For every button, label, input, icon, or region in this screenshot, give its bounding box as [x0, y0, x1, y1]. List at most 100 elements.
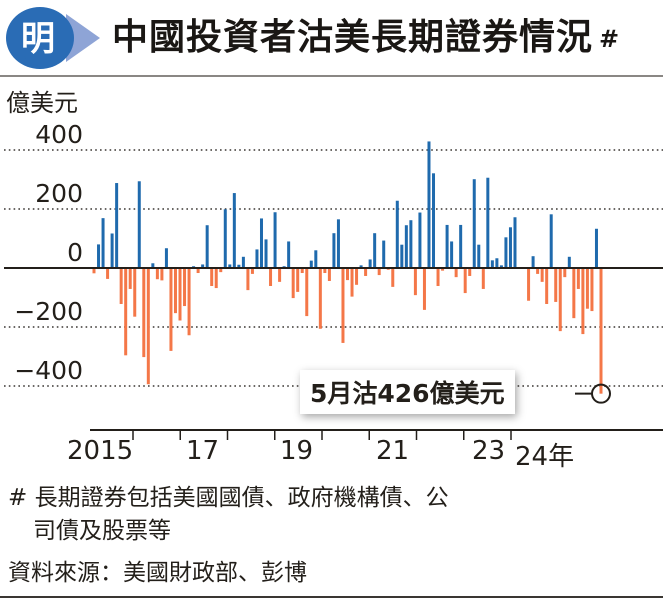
bar	[164, 248, 168, 268]
bar	[504, 237, 508, 268]
bar	[540, 268, 544, 282]
title-footnote-mark: #	[599, 25, 621, 53]
bar	[459, 224, 463, 268]
footnote-line-2: 司債及股票等	[33, 518, 171, 544]
bar	[250, 268, 254, 274]
bar	[269, 268, 273, 286]
bar	[545, 268, 549, 304]
bar	[300, 268, 304, 274]
bar	[450, 241, 454, 268]
bar	[146, 268, 150, 385]
bar	[246, 268, 250, 291]
bar	[264, 239, 268, 268]
bar	[368, 259, 372, 268]
bar	[536, 268, 540, 274]
bar	[576, 268, 580, 289]
bar	[210, 268, 214, 286]
logo-text: 明	[21, 19, 55, 59]
bar	[572, 268, 576, 319]
bar	[110, 233, 114, 268]
bar	[278, 268, 282, 282]
bar	[359, 265, 363, 268]
bar	[486, 177, 490, 268]
bar	[422, 268, 426, 310]
bar	[155, 268, 159, 280]
bar	[259, 218, 263, 268]
bar	[115, 183, 119, 268]
bar	[92, 268, 96, 274]
bar	[201, 264, 205, 268]
bar	[350, 268, 354, 297]
y-tick-label: 200	[35, 179, 83, 208]
title-text: 中國投資者沽美長期證券情況	[112, 17, 594, 58]
bar	[563, 268, 567, 278]
bar	[477, 244, 481, 268]
bar	[585, 268, 589, 309]
bar	[223, 209, 227, 268]
bar	[101, 218, 105, 268]
bar	[341, 268, 345, 343]
y-tick-label: 400	[35, 120, 83, 149]
source-note: 資料來源：美國財政部、彭博	[8, 560, 307, 586]
bar	[436, 268, 440, 286]
y-tick-label: 0	[67, 238, 83, 267]
bar	[318, 268, 322, 329]
bar	[97, 244, 101, 268]
bar	[142, 268, 146, 358]
bar	[296, 268, 300, 292]
bar	[205, 225, 209, 268]
x-tick-label: 2015	[67, 436, 134, 466]
bar	[418, 212, 422, 268]
bar	[214, 268, 218, 289]
bar	[332, 233, 336, 268]
bar	[490, 260, 494, 268]
bar	[237, 264, 241, 268]
bar	[232, 193, 236, 268]
bar	[404, 225, 408, 268]
bar	[137, 181, 141, 268]
x-tick-label: 17	[186, 436, 220, 466]
x-tick-label: 21	[376, 436, 410, 466]
bar	[106, 268, 110, 279]
bar	[554, 268, 558, 302]
x-tick-label: 23	[472, 436, 506, 466]
bar	[291, 268, 295, 299]
bar	[567, 256, 571, 268]
ming-pao-logo: 明	[6, 7, 100, 69]
bar	[409, 220, 413, 268]
bar	[314, 250, 318, 268]
y-axis-unit: 億美元	[6, 89, 78, 117]
bar	[119, 268, 123, 304]
bar	[287, 241, 291, 268]
bar	[346, 268, 349, 281]
bar	[173, 268, 177, 314]
bar	[219, 268, 223, 273]
bar	[413, 268, 417, 296]
bar	[241, 256, 245, 268]
bar	[581, 268, 585, 335]
header-divider	[0, 75, 663, 77]
bar	[228, 264, 232, 268]
bar	[273, 212, 277, 268]
bar	[183, 268, 187, 307]
bar	[336, 219, 340, 268]
bar	[472, 179, 476, 268]
bar	[151, 263, 155, 268]
bar	[178, 268, 182, 321]
bar	[255, 249, 259, 268]
bar	[364, 268, 368, 276]
bar	[495, 258, 499, 268]
callout-marker-circle	[591, 383, 611, 404]
bar	[395, 200, 399, 268]
y-tick-label: −400	[14, 356, 83, 385]
bar	[599, 268, 603, 394]
annotation-callout: 5月沽426億美元	[300, 370, 515, 414]
bar	[323, 268, 327, 274]
footnote-line-1: # 長期證券包括美國國債、政府機構債、公	[8, 485, 449, 511]
bar	[508, 227, 512, 268]
bar	[124, 268, 128, 356]
bar	[594, 228, 598, 268]
bar	[187, 268, 191, 336]
bar	[590, 268, 594, 312]
